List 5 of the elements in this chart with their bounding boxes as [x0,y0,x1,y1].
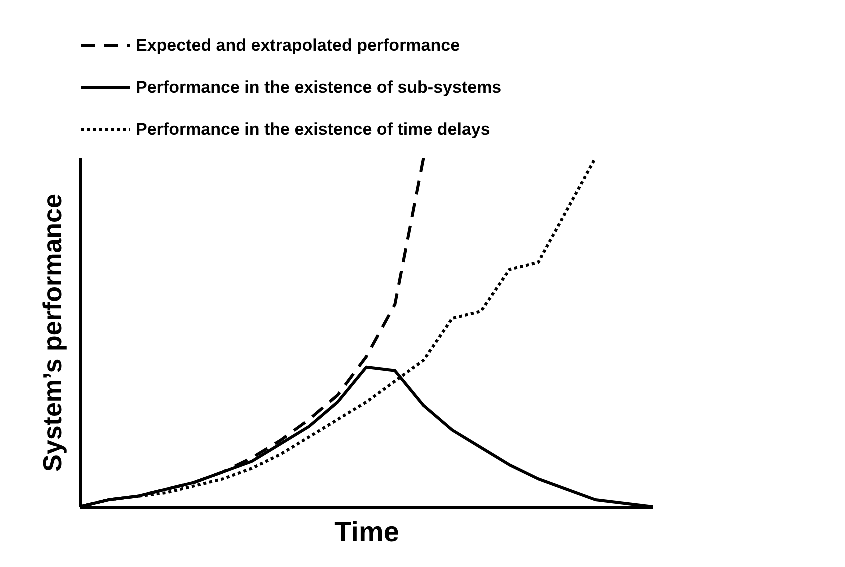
x-axis-title: Time [334,516,400,548]
y-axis-title: System’s performance [38,194,68,472]
legend-label: Performance in the existence of time delays [136,120,490,139]
legend-label: Performance in the existence of sub-systems [136,78,502,97]
legend-label: Expected and extrapolated performance [136,36,460,55]
